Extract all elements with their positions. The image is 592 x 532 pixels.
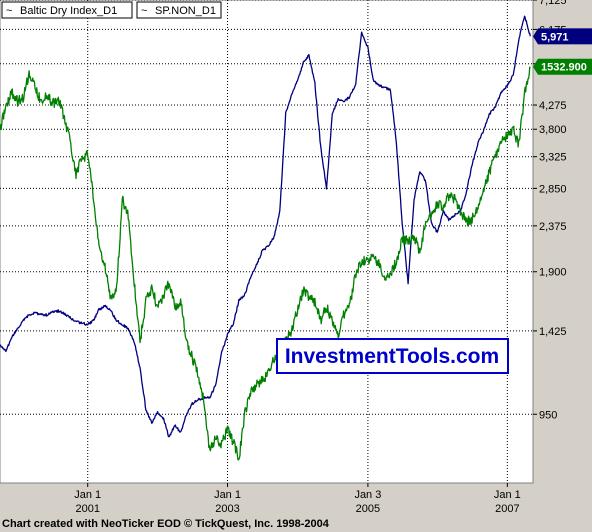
grid [0, 0, 533, 483]
y-tick-label: 950 [539, 409, 557, 421]
x-tick-label-year: 2005 [356, 503, 380, 515]
last-value-text: 5,971 [541, 31, 569, 43]
series-line-baltic [0, 15, 531, 438]
x-tick-label: Jan 1 [494, 489, 521, 501]
last-value-badge-baltic: 5,971 [533, 28, 592, 45]
y-tick-label: 4,275 [539, 100, 567, 112]
watermark-text: InvestmentTools.com [285, 345, 499, 368]
y-tick-label: 1,425 [539, 326, 567, 338]
y-tick-label: 7,125 [539, 0, 567, 7]
y-tick-label: 3,325 [539, 152, 567, 164]
legend-item-baltic[interactable]: ~ Baltic Dry Index_D1 [1, 1, 133, 19]
plot-area [0, 0, 534, 484]
footer-credit: Chart created with NeoTicker EOD © TickQ… [2, 518, 330, 530]
x-axis: Jan 1 2001 Jan 1 2003 Jan 3 2005 Jan 1 2007 [74, 483, 521, 515]
legend-icon-sp: ~ [141, 5, 147, 17]
x-tick-label-year: 2001 [75, 503, 99, 515]
last-value-text: 1532.900 [541, 62, 587, 74]
watermark: InvestmentTools.com [276, 338, 509, 374]
last-value-badge-sp: 1532.900 [533, 58, 592, 75]
legend-item-sp[interactable]: ~ SP.NON_D1 [136, 1, 222, 19]
series-line-sp [0, 66, 531, 461]
x-tick-label-year: 2007 [495, 503, 519, 515]
last-value-badges: 5,971 1532.900 [533, 28, 592, 75]
x-tick-label: Jan 1 [74, 489, 101, 501]
legend-icon-baltic: ~ [6, 5, 12, 17]
y-tick-label: 3,800 [539, 124, 567, 136]
x-tick-label-year: 2003 [215, 503, 239, 515]
x-tick-label: Jan 3 [354, 489, 381, 501]
y-tick-label: 2,850 [539, 183, 567, 195]
series-layer [0, 15, 531, 461]
y-tick-label: 1,900 [539, 267, 567, 279]
legend-label-baltic: Baltic Dry Index_D1 [20, 5, 117, 17]
x-tick-label: Jan 1 [214, 489, 241, 501]
y-tick-label: 2,375 [539, 221, 567, 233]
legend-label-sp: SP.NON_D1 [155, 5, 216, 17]
legend: ~ Baltic Dry Index_D1 ~ SP.NON_D1 [1, 1, 222, 19]
